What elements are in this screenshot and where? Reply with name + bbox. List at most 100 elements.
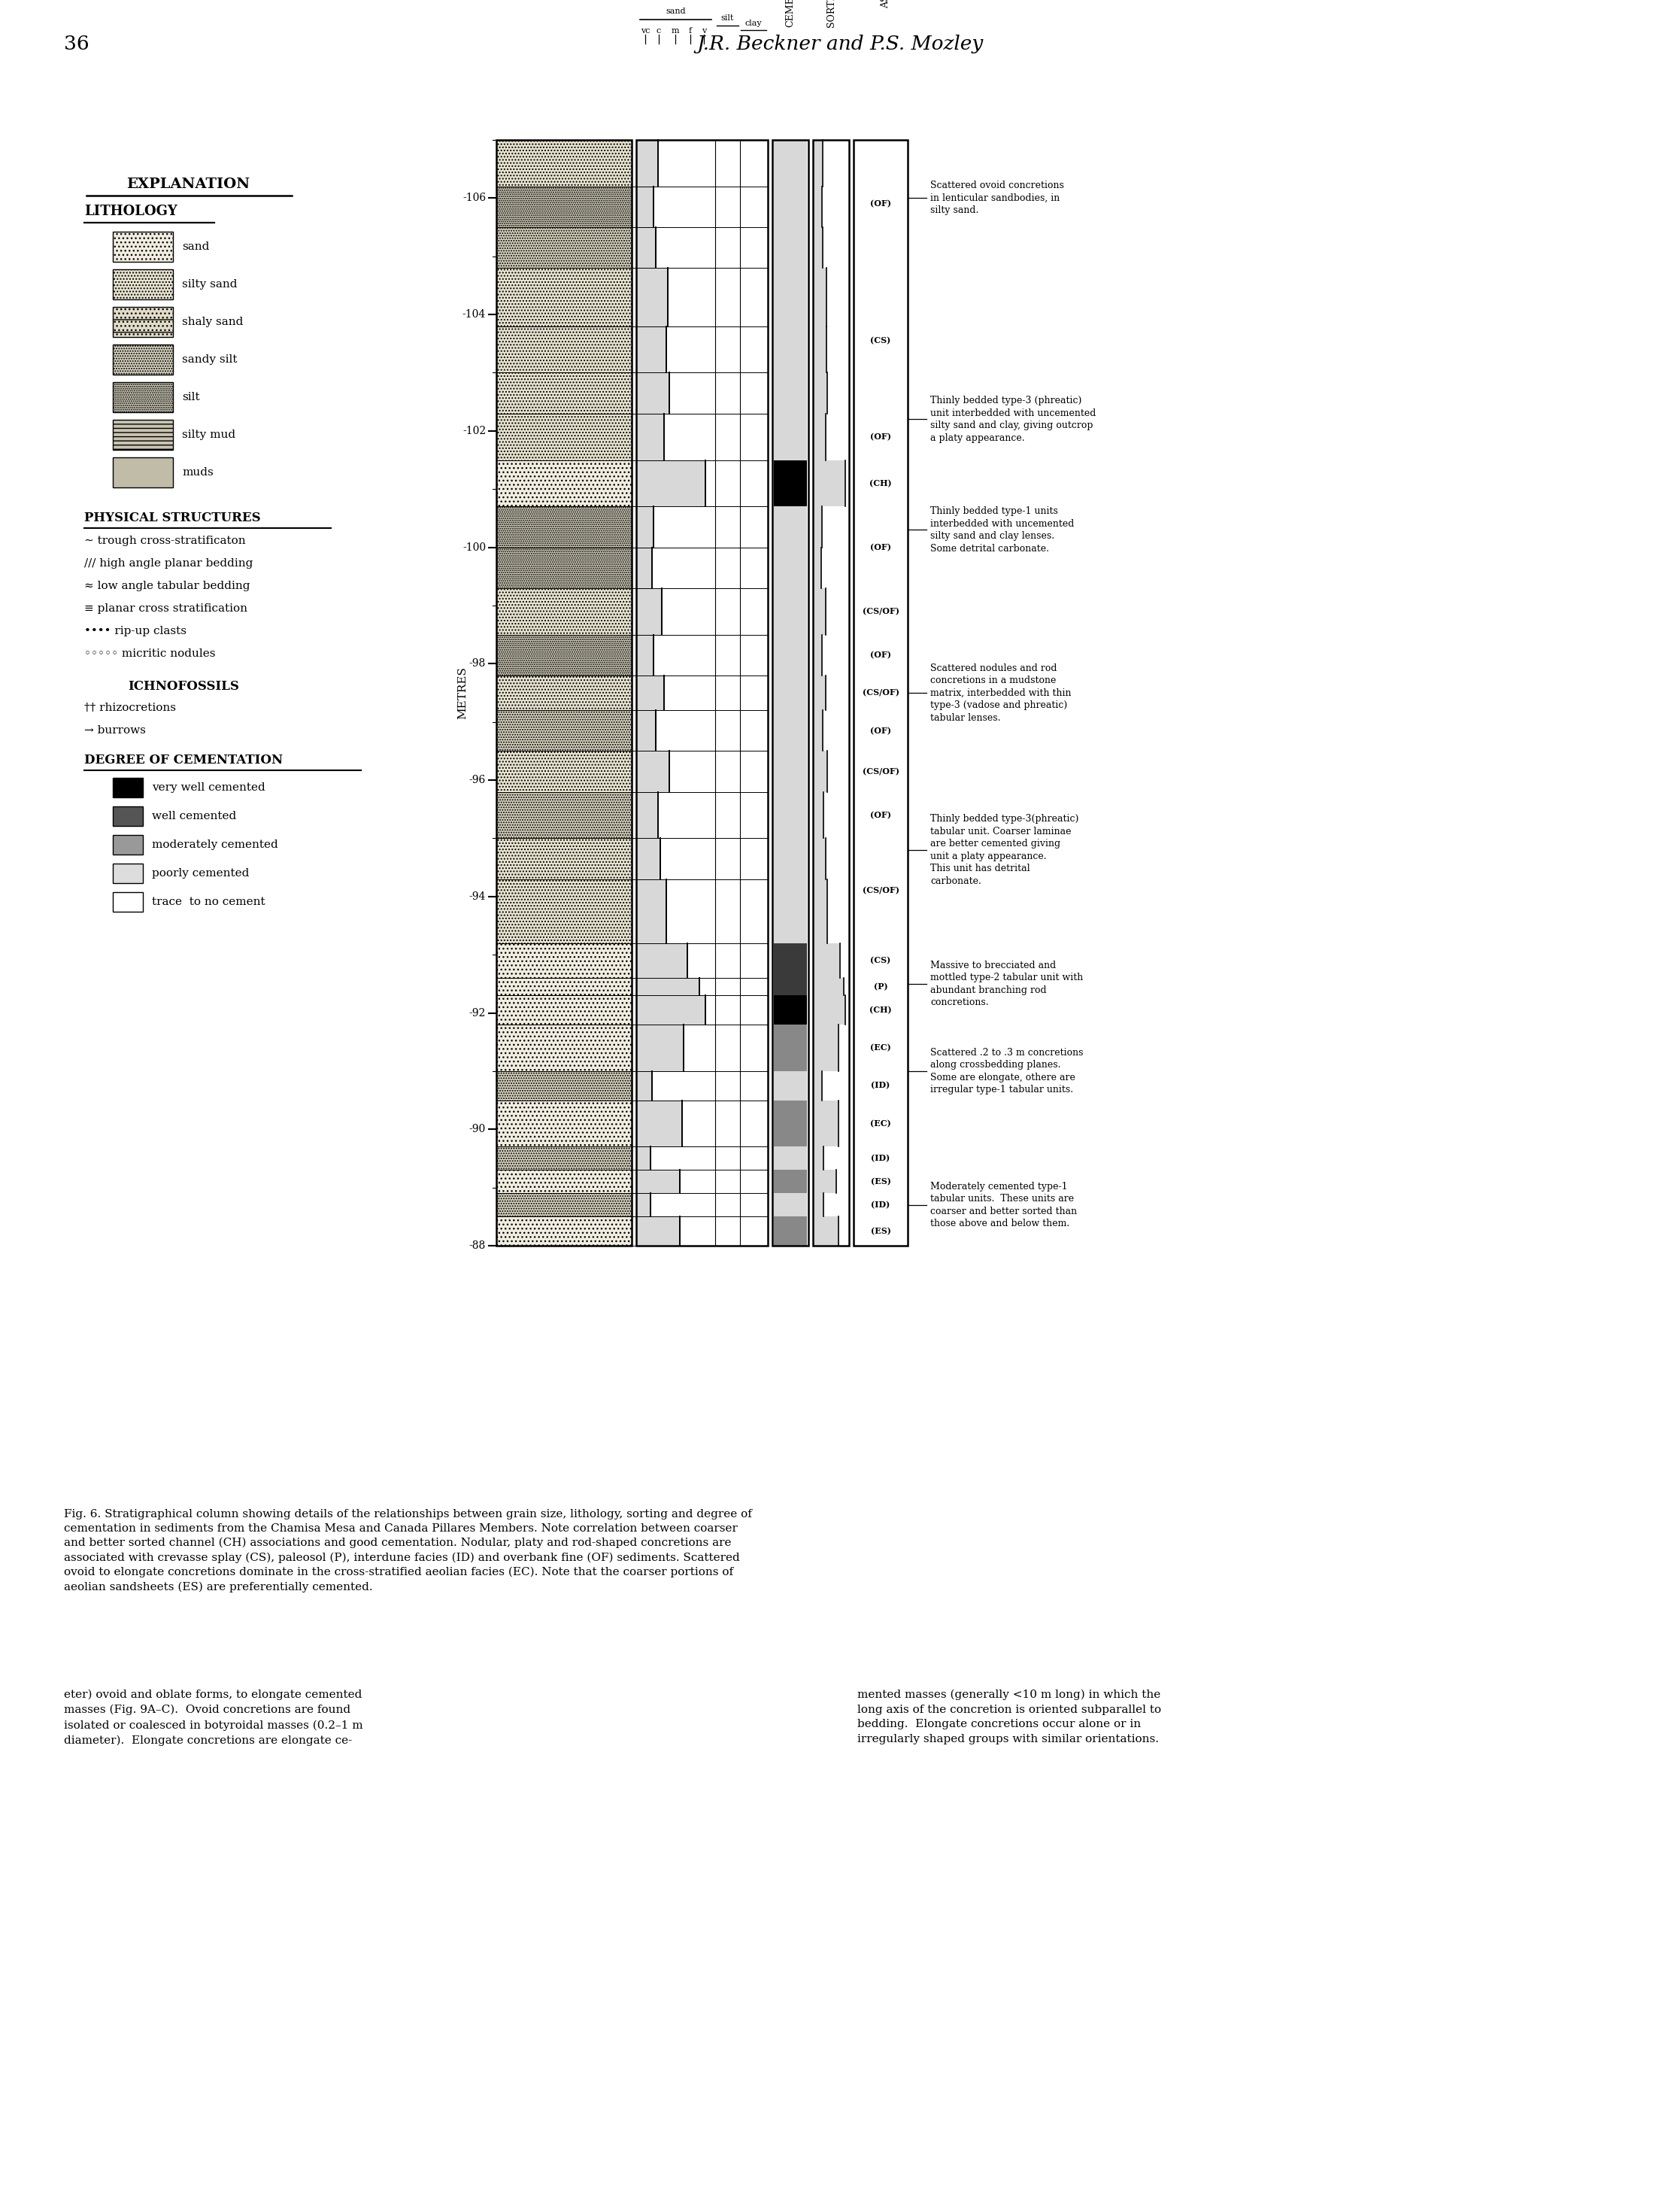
Text: -102: -102 <box>462 426 486 437</box>
Text: v: v <box>702 26 706 35</box>
Text: EXPLANATION: EXPLANATION <box>126 177 250 190</box>
Bar <box>637 710 655 752</box>
Bar <box>496 1071 632 1100</box>
Bar <box>774 977 806 995</box>
Bar <box>774 459 806 507</box>
Text: DEGREE OF CEMENTATION: DEGREE OF CEMENTATION <box>84 754 282 767</box>
Bar <box>496 977 632 995</box>
Text: Scattered nodules and rod
concretions in a mudstone
matrix, interbedded with thi: Scattered nodules and rod concretions in… <box>931 662 1072 724</box>
Text: J.R. Beckner and P.S. Mozley: J.R. Beckner and P.S. Mozley <box>697 35 983 52</box>
Text: -100: -100 <box>462 542 486 553</box>
Bar <box>774 879 806 942</box>
Bar <box>774 1218 806 1246</box>
Bar <box>496 140 632 1246</box>
Bar <box>813 140 848 1246</box>
Text: -92: -92 <box>469 1008 486 1019</box>
Bar <box>813 546 822 588</box>
Bar <box>774 413 806 459</box>
Bar <box>774 837 806 879</box>
Text: (OF): (OF) <box>870 811 890 820</box>
Text: (CS/OF): (CS/OF) <box>862 689 899 697</box>
Bar <box>774 140 806 186</box>
Bar <box>113 778 143 798</box>
Bar <box>637 837 660 879</box>
Bar <box>496 269 632 326</box>
Text: (CS/OF): (CS/OF) <box>862 608 899 616</box>
Bar <box>813 995 845 1025</box>
Text: c: c <box>657 26 662 35</box>
Bar <box>113 835 143 855</box>
Bar <box>637 942 687 977</box>
Bar <box>496 710 632 752</box>
Text: Massive to brecciated and
mottled type-2 tabular unit with
abundant branching ro: Massive to brecciated and mottled type-2… <box>931 960 1084 1008</box>
Text: sand: sand <box>181 240 210 251</box>
Bar <box>774 791 806 837</box>
Text: poorly cemented: poorly cemented <box>151 868 249 879</box>
Text: (CS/OF): (CS/OF) <box>862 767 899 776</box>
Text: (CS): (CS) <box>870 337 890 345</box>
Bar <box>774 752 806 791</box>
Bar <box>496 546 632 588</box>
Bar <box>113 420 173 450</box>
Text: very well cemented: very well cemented <box>151 783 265 794</box>
Bar <box>813 269 827 326</box>
Text: muds: muds <box>181 468 213 479</box>
Bar <box>113 807 143 826</box>
Text: FACIES
ASSOCIATION: FACIES ASSOCIATION <box>870 0 890 9</box>
Text: (ID): (ID) <box>872 1082 890 1091</box>
Text: Thinly bedded type-3 (phreatic)
unit interbedded with uncemented
silty sand and : Thinly bedded type-3 (phreatic) unit int… <box>931 396 1095 444</box>
Bar <box>496 186 632 227</box>
Bar <box>113 863 143 883</box>
Bar <box>774 326 806 374</box>
Text: silt: silt <box>181 391 200 402</box>
Bar <box>637 1025 684 1071</box>
Bar <box>813 634 822 675</box>
Text: Scattered .2 to .3 m concretions
along crossbedding planes.
Some are elongate, o: Scattered .2 to .3 m concretions along c… <box>931 1047 1084 1095</box>
Text: shaly sand: shaly sand <box>181 317 244 328</box>
Text: Moderately cemented type-1
tabular units.  These units are
coarser and better so: Moderately cemented type-1 tabular units… <box>931 1180 1077 1229</box>
Text: SORTING: SORTING <box>827 0 837 26</box>
Text: → burrows: → burrows <box>84 726 146 737</box>
Text: PHYSICAL STRUCTURES: PHYSICAL STRUCTURES <box>84 512 260 525</box>
Bar <box>774 374 806 413</box>
Bar <box>637 374 669 413</box>
Bar <box>637 1148 650 1170</box>
Bar <box>637 413 664 459</box>
Bar <box>813 837 825 879</box>
Text: ≡ planar cross stratification: ≡ planar cross stratification <box>84 603 247 614</box>
Bar <box>813 977 843 995</box>
Text: moderately cemented: moderately cemented <box>151 839 279 850</box>
Bar <box>496 227 632 269</box>
Bar <box>774 1170 806 1194</box>
Text: Thinly bedded type-3(phreatic)
tabular unit. Coarser laminae
are better cemented: Thinly bedded type-3(phreatic) tabular u… <box>931 813 1079 885</box>
Bar <box>773 140 808 1246</box>
Bar <box>813 227 823 269</box>
Text: ◦◦◦◦◦ micritic nodules: ◦◦◦◦◦ micritic nodules <box>84 649 215 658</box>
Bar <box>637 326 667 374</box>
Bar <box>774 634 806 675</box>
Bar <box>813 374 827 413</box>
Bar <box>637 1100 682 1148</box>
Bar <box>774 186 806 227</box>
Bar <box>496 995 632 1025</box>
Text: eter) ovoid and oblate forms, to elongate cemented
masses (Fig. 9A–C).  Ovoid co: eter) ovoid and oblate forms, to elongat… <box>64 1690 363 1747</box>
Text: vc: vc <box>640 26 650 35</box>
Bar <box>637 791 659 837</box>
Bar <box>496 588 632 634</box>
Bar <box>637 269 667 326</box>
Bar <box>637 752 669 791</box>
Bar <box>813 710 823 752</box>
Text: (ES): (ES) <box>870 1178 890 1185</box>
Bar <box>496 326 632 374</box>
Bar <box>496 1218 632 1246</box>
Text: (EC): (EC) <box>870 1119 890 1128</box>
Bar <box>496 374 632 413</box>
Bar <box>637 675 664 710</box>
Bar <box>813 1025 838 1071</box>
Bar <box>113 269 173 299</box>
Text: sand: sand <box>665 7 685 15</box>
Bar <box>813 1218 838 1246</box>
Bar <box>813 752 827 791</box>
Bar <box>637 879 667 942</box>
Text: (OF): (OF) <box>870 542 890 551</box>
